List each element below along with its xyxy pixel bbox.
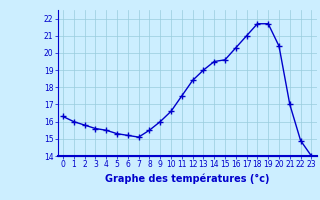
X-axis label: Graphe des températures (°c): Graphe des températures (°c) bbox=[105, 173, 269, 184]
